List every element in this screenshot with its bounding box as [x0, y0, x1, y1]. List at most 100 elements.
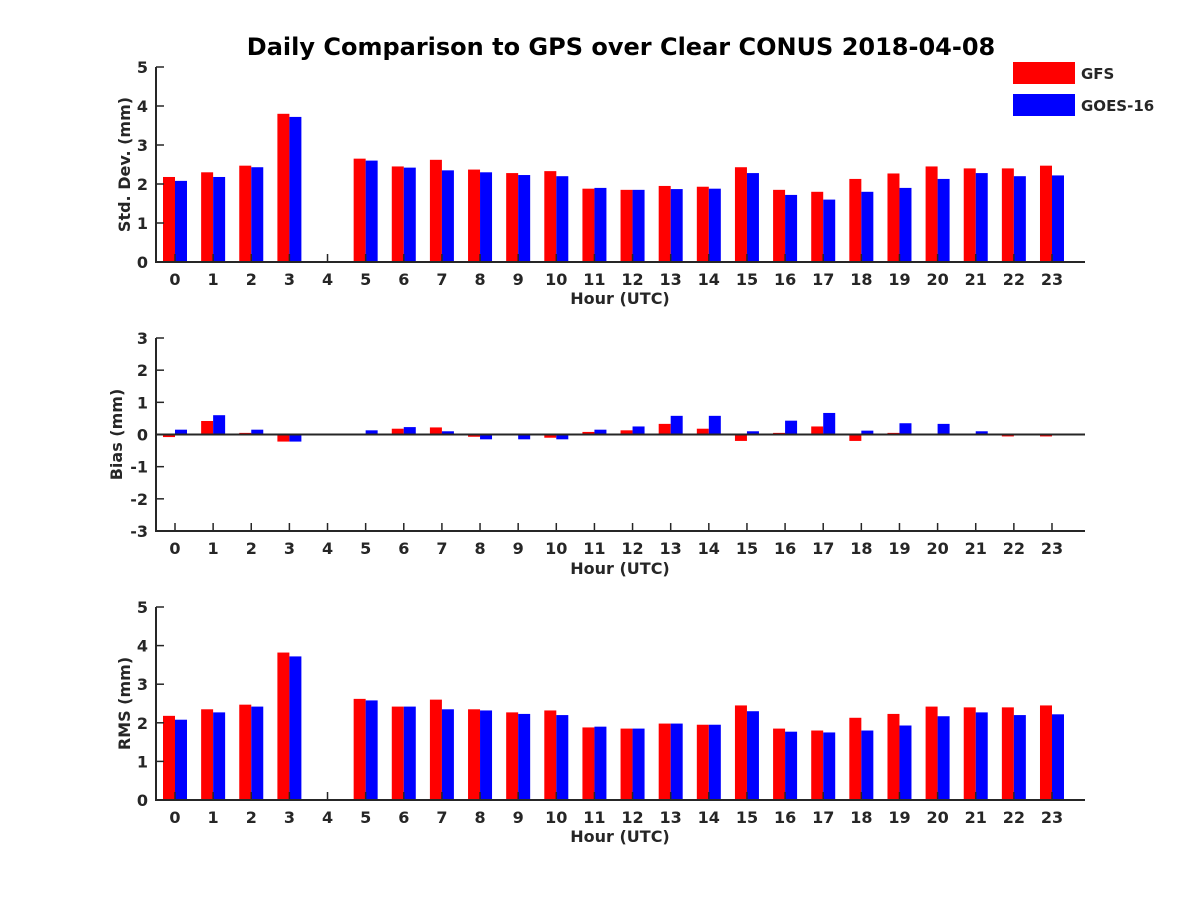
std-dev-bar-gfs-10	[544, 171, 557, 262]
bias-x-tick-label: 4	[322, 539, 333, 558]
bias-x-tick-label: 12	[621, 539, 643, 558]
rms-x-tick-label: 13	[660, 808, 682, 827]
bias-bar-gfs-12	[620, 430, 633, 435]
bias-x-tick-label: 8	[474, 539, 485, 558]
std-dev-bar-goes-16-13	[670, 189, 683, 262]
rms-y-axis-label: RMS (mm)	[115, 657, 134, 750]
std-dev-bar-goes-16-3	[289, 116, 302, 262]
std-dev-x-tick-label: 15	[736, 270, 758, 289]
std-dev-bar-goes-16-9	[518, 175, 531, 262]
bias-bar-goes-16-8	[480, 434, 493, 440]
bias-x-tick-label: 22	[1003, 539, 1025, 558]
rms-bar-gfs-19	[887, 713, 900, 800]
bias-x-axis-label: Hour (UTC)	[570, 559, 670, 578]
rms-x-tick-label: 15	[736, 808, 758, 827]
std-dev-bar-gfs-12	[620, 189, 633, 262]
rms-bar-gfs-0	[163, 715, 175, 800]
bias-bar-goes-16-20	[937, 423, 950, 435]
bias-x-tick-label: 14	[698, 539, 720, 558]
rms-bar-gfs-14	[696, 724, 709, 800]
std-dev-bar-goes-16-20	[937, 178, 950, 262]
rms-bar-goes-16-0	[175, 719, 187, 800]
rms-x-tick-label: 5	[360, 808, 371, 827]
std-dev-bar-goes-16-15	[746, 173, 759, 262]
bias-bar-gfs-6	[391, 428, 404, 435]
rms-bar-goes-16-6	[403, 706, 416, 800]
legend-label-goes-16: GOES-16	[1081, 97, 1154, 115]
std-dev-bar-gfs-3	[277, 113, 290, 262]
std-dev-x-tick-label: 20	[926, 270, 948, 289]
legend-swatch-gfs	[1013, 62, 1075, 84]
std-dev-bar-gfs-5	[353, 158, 366, 262]
std-dev-bar-goes-16-14	[708, 188, 721, 262]
std-dev-y-tick-label: 3	[137, 136, 148, 155]
rms-bar-goes-16-10	[556, 715, 569, 800]
std-dev-bar-goes-16-17	[823, 199, 836, 262]
std-dev-bar-gfs-2	[239, 165, 252, 262]
bias-x-tick-label: 11	[583, 539, 605, 558]
std-dev-x-tick-label: 7	[436, 270, 447, 289]
rms-x-tick-label: 18	[850, 808, 872, 827]
rms-bar-gfs-22	[1001, 707, 1014, 800]
bias-bar-gfs-1	[201, 420, 214, 435]
rms-y-tick-label: 0	[137, 791, 148, 810]
rms-bar-goes-16-3	[289, 656, 302, 800]
rms-x-tick-label: 8	[474, 808, 485, 827]
rms-x-tick-label: 2	[246, 808, 257, 827]
bias-bar-gfs-18	[849, 434, 862, 441]
std-dev-bar-goes-16-8	[480, 172, 493, 262]
bias-bar-goes-16-0	[175, 429, 187, 435]
std-dev-x-tick-label: 2	[246, 270, 257, 289]
std-dev-y-tick-label: 0	[137, 253, 148, 272]
rms-bar-gfs-17	[811, 730, 824, 800]
bias-bar-goes-16-21	[975, 431, 988, 435]
bias-bar-goes-16-10	[556, 434, 569, 440]
rms-y-tick-label: 1	[137, 752, 148, 771]
bias-y-tick-label: 1	[137, 393, 148, 412]
rms-bar-gfs-23	[1039, 705, 1052, 800]
rms-x-tick-label: 10	[545, 808, 567, 827]
std-dev-bar-goes-16-7	[441, 170, 454, 262]
std-dev-x-tick-label: 18	[850, 270, 872, 289]
figure-title: Daily Comparison to GPS over Clear CONUS…	[247, 33, 995, 61]
std-dev-bar-goes-16-2	[251, 167, 264, 262]
rms-bar-gfs-11	[582, 727, 595, 800]
rms-x-tick-label: 11	[583, 808, 605, 827]
rms-bar-gfs-6	[391, 706, 404, 800]
bias-x-tick-label: 16	[774, 539, 796, 558]
rms-bar-gfs-16	[773, 728, 786, 800]
bias-bar-goes-16-17	[823, 412, 836, 435]
std-dev-bar-gfs-22	[1001, 168, 1014, 262]
bias-y-axis-label: Bias (mm)	[107, 389, 126, 481]
rms-bar-goes-16-11	[594, 726, 607, 800]
rms-x-tick-label: 3	[284, 808, 295, 827]
rms-x-tick-label: 19	[888, 808, 910, 827]
bias-y-tick-label: -1	[130, 458, 148, 477]
bias-bar-gfs-17	[811, 426, 824, 435]
std-dev-bar-gfs-8	[468, 169, 481, 262]
rms-bar-gfs-7	[429, 699, 442, 800]
std-dev-bar-goes-16-18	[861, 191, 874, 262]
rms-bar-gfs-8	[468, 709, 481, 800]
rms-x-axis-label: Hour (UTC)	[570, 827, 670, 846]
std-dev-bar-goes-16-0	[175, 180, 187, 262]
bias-bar-goes-16-11	[594, 429, 607, 435]
rms-bar-gfs-20	[925, 706, 938, 800]
rms-x-tick-label: 7	[436, 808, 447, 827]
rms-x-tick-label: 17	[812, 808, 834, 827]
std-dev-bar-goes-16-10	[556, 176, 569, 262]
rms-bar-goes-16-16	[785, 731, 798, 800]
std-dev-x-tick-label: 0	[169, 270, 180, 289]
bias-bar-goes-16-9	[518, 434, 531, 440]
std-dev-bar-goes-16-1	[213, 176, 226, 262]
rms-bar-gfs-2	[239, 704, 252, 800]
std-dev-x-tick-label: 12	[621, 270, 643, 289]
rms-x-tick-label: 23	[1041, 808, 1063, 827]
std-dev-bar-goes-16-19	[899, 187, 912, 262]
std-dev-bar-gfs-15	[734, 167, 747, 262]
bias-bar-goes-16-3	[289, 434, 302, 442]
std-dev-bar-gfs-7	[429, 159, 442, 262]
std-dev-bar-gfs-0	[163, 176, 175, 262]
